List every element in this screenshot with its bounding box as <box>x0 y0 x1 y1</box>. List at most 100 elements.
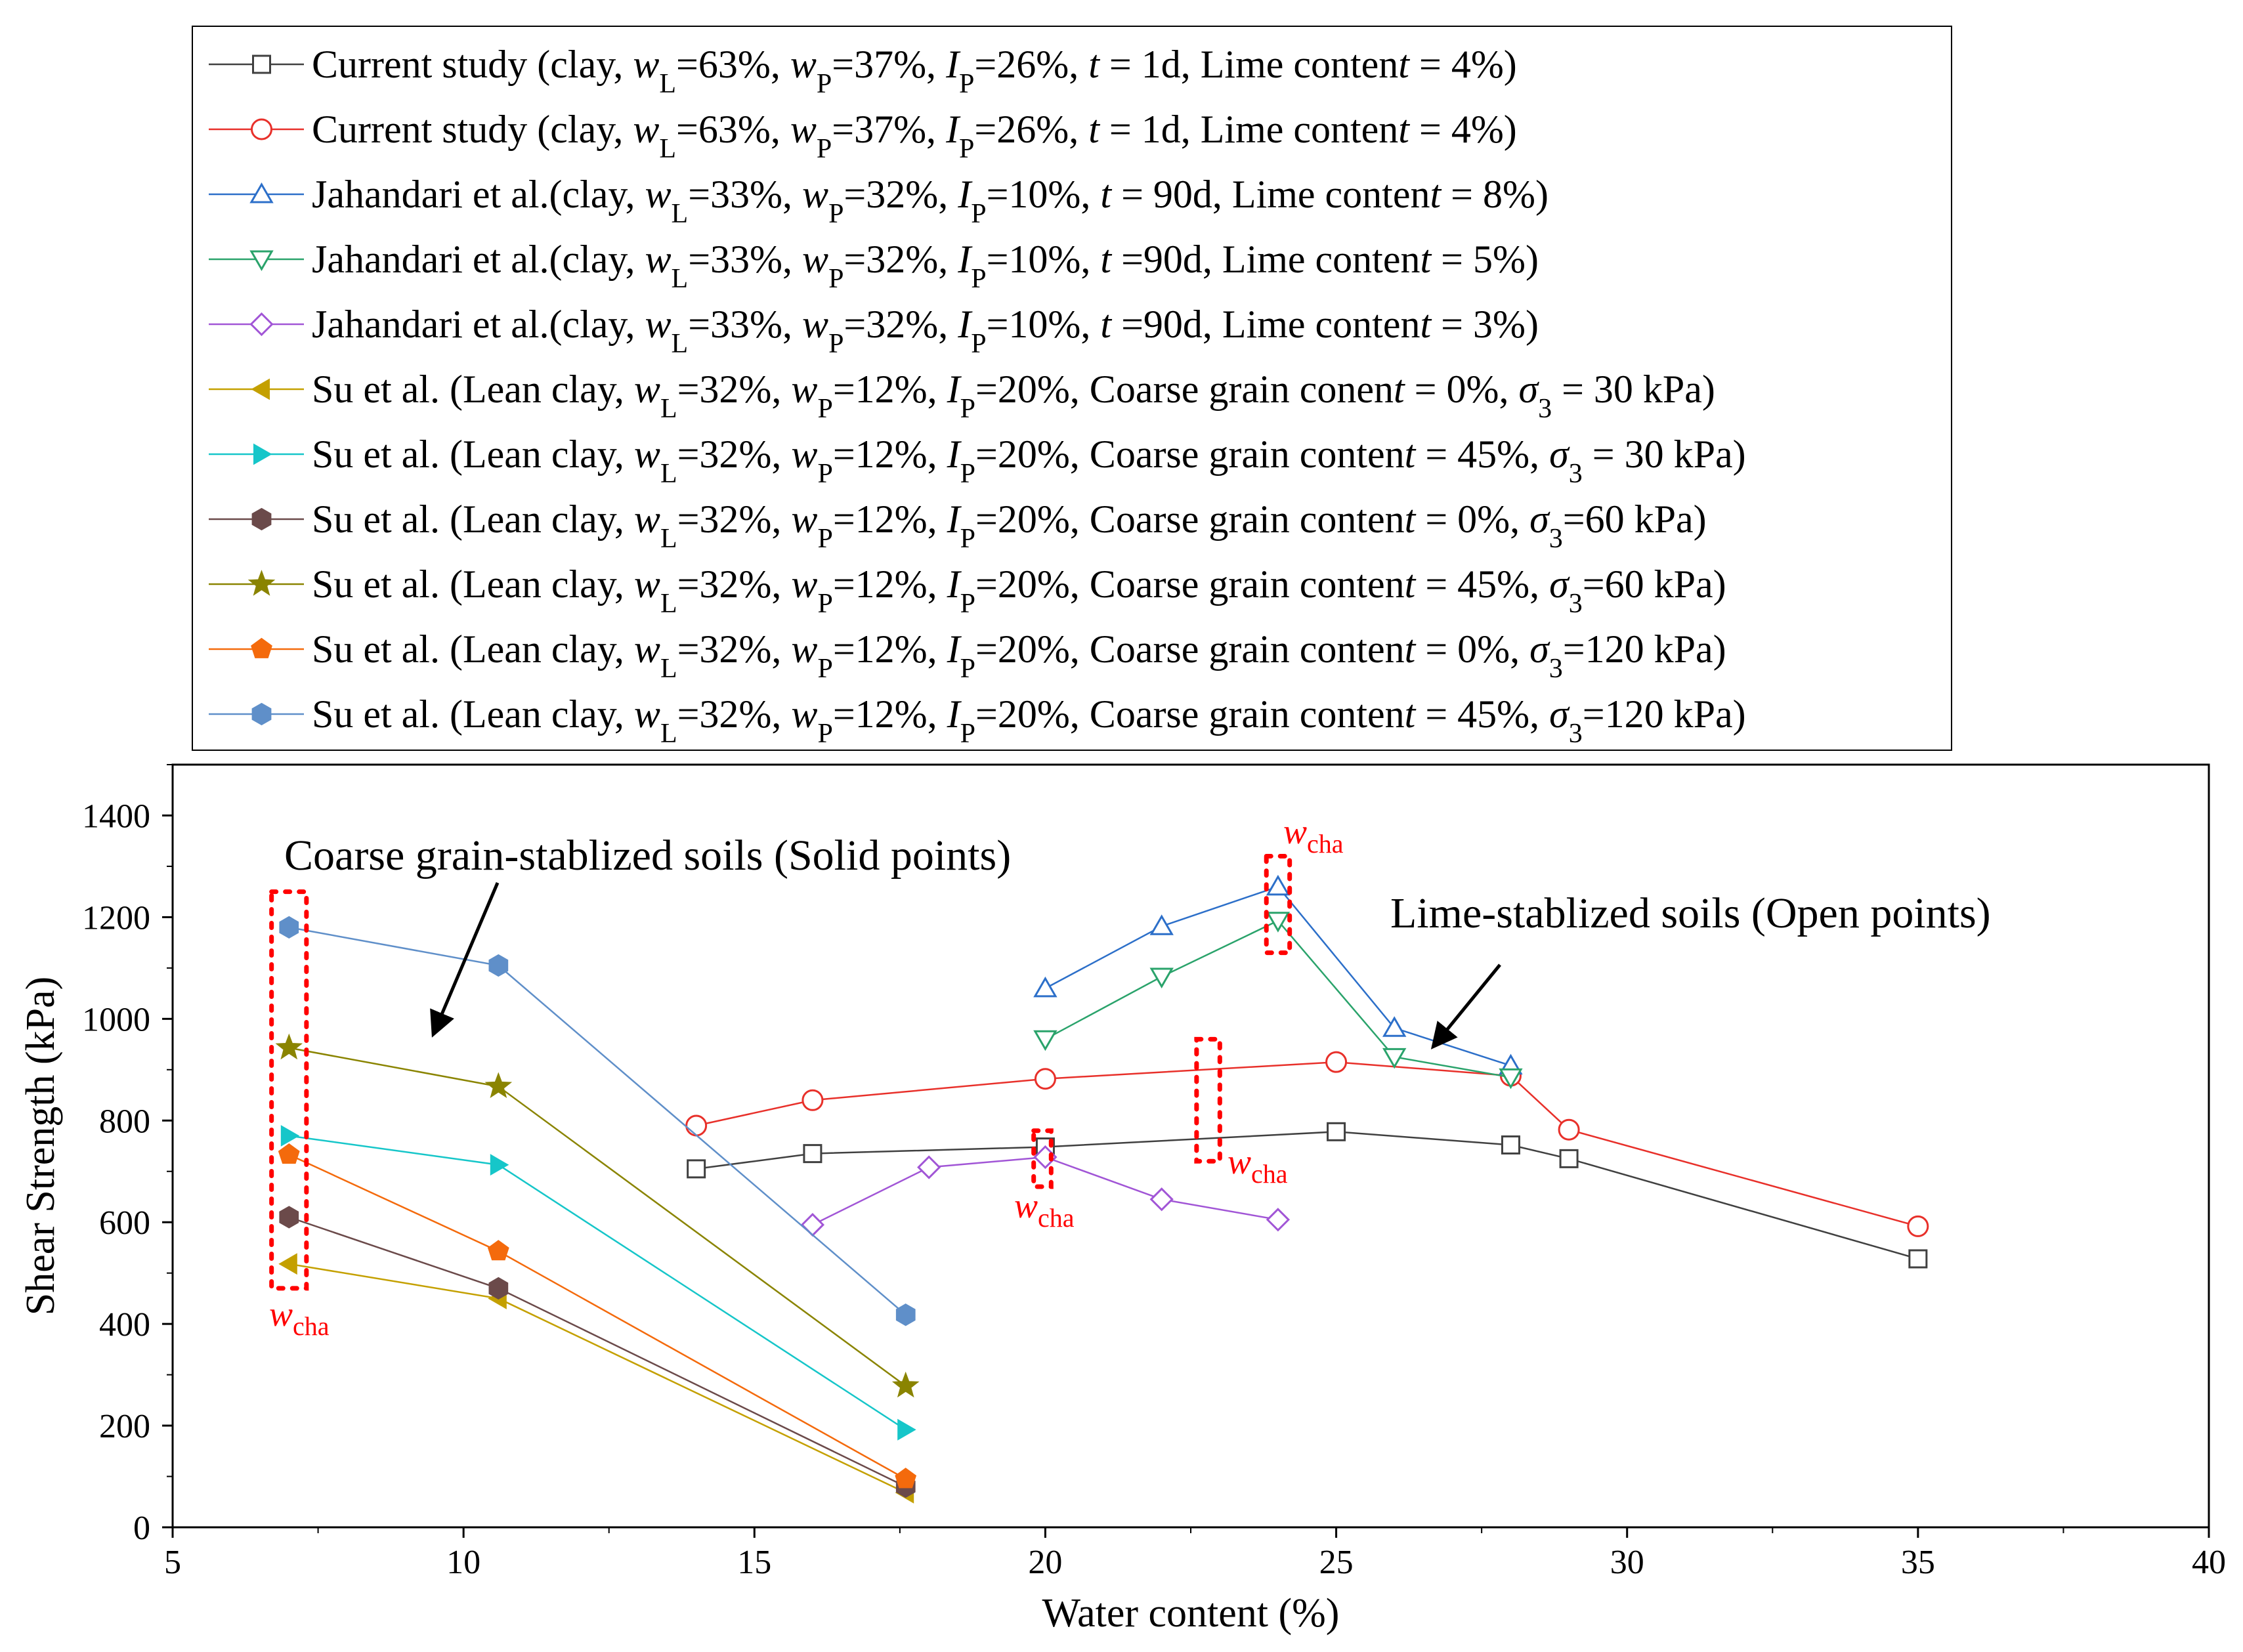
data-point <box>278 1253 297 1275</box>
legend-entry: Su et al. (Lean clay, wL=32%, wP=12%, IP… <box>209 433 1746 489</box>
legend-marker-icon <box>251 702 272 726</box>
series-8 <box>279 1206 916 1498</box>
legend-entry: Su et al. (Lean clay, wL=32%, wP=12%, IP… <box>209 368 1715 424</box>
y-tick-label: 1200 <box>82 899 150 937</box>
data-point <box>1907 1215 1929 1237</box>
annotation-coarse-grain: Coarse grain-stablized soils (Solid poin… <box>284 832 1011 879</box>
legend-entry: Su et al. (Lean clay, wL=32%, wP=12%, IP… <box>209 498 1707 554</box>
series-9 <box>275 1033 920 1398</box>
series-4 <box>1033 912 1523 1090</box>
legend-label: Current study (clay, wL=63%, wP=37%, IP=… <box>312 43 1517 99</box>
legend-label: Su et al. (Lean clay, wL=32%, wP=12%, IP… <box>312 562 1726 619</box>
x-tick-label: 5 <box>164 1544 181 1581</box>
series-line <box>289 926 907 1316</box>
series-7 <box>280 1125 916 1441</box>
data-point <box>1559 1149 1579 1168</box>
data-point <box>278 1143 300 1164</box>
data-point <box>488 954 509 977</box>
legend-marker-icon <box>249 312 274 337</box>
legend-marker-icon <box>247 570 276 596</box>
data-point <box>279 1206 299 1229</box>
data-point <box>917 1155 941 1179</box>
legend-label: Su et al. (Lean clay, wL=32%, wP=12%, IP… <box>312 368 1715 424</box>
series-line <box>1044 920 1511 1078</box>
x-tick-label: 30 <box>1610 1544 1644 1581</box>
legend-entry: Su et al. (Lean clay, wL=32%, wP=12%, IP… <box>209 562 1726 619</box>
arrow-lime <box>1430 964 1501 1049</box>
y-tick-label: 1400 <box>82 797 150 835</box>
series-line <box>696 1061 1919 1227</box>
y-tick-label: 800 <box>99 1103 150 1140</box>
legend-entry: Jahandari et al.(clay, wL=33%, wP=32%, I… <box>209 238 1539 294</box>
annotation-lime: Lime-stablized soils (Open points) <box>1390 889 1991 937</box>
legend-marker-icon <box>251 378 270 400</box>
legend-label: Jahandari et al.(clay, wL=33%, wP=32%, I… <box>312 303 1539 359</box>
data-point <box>1033 976 1057 998</box>
x-tick-label: 25 <box>1319 1544 1354 1581</box>
x-axis-title: Water content (%) <box>1042 1591 1340 1636</box>
legend-marker-icon <box>251 507 272 531</box>
legend-label: Current study (clay, wL=63%, wP=37%, IP=… <box>312 108 1517 164</box>
wcha-dotted-box <box>1031 1128 1054 1189</box>
series-6 <box>278 1253 914 1504</box>
x-tick-label: 20 <box>1028 1544 1062 1581</box>
series-11 <box>279 916 916 1326</box>
y-tick-label: 600 <box>99 1204 150 1242</box>
series-line <box>288 1154 907 1480</box>
wcha-label: wcha <box>269 1294 330 1341</box>
data-point <box>803 1144 822 1164</box>
y-tick-label: 0 <box>133 1510 150 1547</box>
legend-label: Su et al. (Lean clay, wL=32%, wP=12%, IP… <box>312 433 1746 489</box>
y-axis-title: Shear Strength (kPa) <box>18 977 63 1316</box>
data-point <box>1558 1118 1580 1141</box>
data-point <box>1908 1249 1928 1269</box>
legend-marker-icon <box>249 182 274 203</box>
y-tick-label: 200 <box>99 1408 150 1445</box>
wcha-dotted-box <box>269 889 309 1291</box>
legend-marker-icon <box>252 54 271 74</box>
wcha-label: wcha <box>1228 1142 1288 1189</box>
series-1 <box>687 1122 1928 1269</box>
data-point <box>1499 1068 1523 1090</box>
series-line <box>289 1135 907 1431</box>
data-point <box>685 1114 708 1137</box>
data-point <box>1034 1068 1056 1090</box>
legend: Current study (clay, wL=63%, wP=37%, IP=… <box>192 26 1952 751</box>
wcha-label: wcha <box>1014 1186 1075 1233</box>
data-point <box>800 1212 825 1237</box>
legend-label: Jahandari et al.(clay, wL=33%, wP=32%, I… <box>312 238 1539 294</box>
legend-marker-icon <box>251 637 272 658</box>
data-point <box>1149 1187 1174 1212</box>
series-line <box>696 1131 1919 1260</box>
y-tick-label: 400 <box>99 1306 150 1344</box>
data-point <box>801 1089 824 1111</box>
wcha-dotted-box <box>1194 1036 1222 1164</box>
legend-entry: Jahandari et al.(clay, wL=33%, wP=32%, I… <box>209 303 1539 359</box>
legend-box <box>192 26 1952 751</box>
data-point <box>1266 1208 1291 1232</box>
data-point <box>1149 914 1174 935</box>
data-point <box>895 1303 916 1326</box>
legend-entry: Su et al. (Lean clay, wL=32%, wP=12%, IP… <box>209 692 1746 749</box>
legend-entry: Su et al. (Lean clay, wL=32%, wP=12%, IP… <box>209 627 1726 684</box>
data-point <box>897 1418 916 1441</box>
y-tick-label: 1000 <box>82 1001 150 1038</box>
legend-label: Su et al. (Lean clay, wL=32%, wP=12%, IP… <box>312 627 1726 684</box>
data-point <box>1149 967 1174 988</box>
series-10 <box>278 1143 917 1489</box>
x-tick-label: 35 <box>1901 1544 1935 1581</box>
series-line <box>288 1216 907 1488</box>
legend-entry: Current study (clay, wL=63%, wP=37%, IP=… <box>209 43 1517 99</box>
annotations: Coarse grain-stablized soils (Solid poin… <box>269 812 1991 1341</box>
data-point <box>1501 1135 1520 1154</box>
legend-label: Jahandari et al.(clay, wL=33%, wP=32%, I… <box>312 173 1549 229</box>
data-point <box>891 1371 920 1398</box>
data-point <box>895 1468 917 1489</box>
data-point <box>488 1277 509 1300</box>
arrow-coarse-grain <box>430 882 500 1038</box>
data-point <box>1382 1048 1407 1069</box>
legend-marker-icon <box>253 443 272 465</box>
legend-entry: Jahandari et al.(clay, wL=33%, wP=32%, I… <box>209 173 1549 229</box>
data-point <box>487 1240 509 1261</box>
